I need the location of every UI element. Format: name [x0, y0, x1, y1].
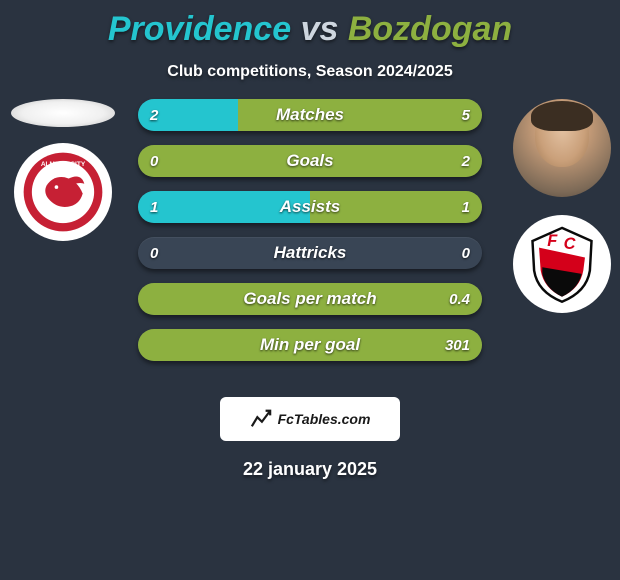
stat-fill-left [138, 191, 310, 223]
svg-text:ALMERE CITY: ALMERE CITY [41, 161, 86, 168]
brand-badge[interactable]: FcTables.com [220, 397, 400, 441]
stat-fill-right [310, 191, 482, 223]
subtitle: Club competitions, Season 2024/2025 [0, 63, 620, 81]
club-badge-right: F C [513, 215, 611, 313]
player-avatar-right [513, 99, 611, 197]
fc-utrecht-icon: F C [521, 223, 603, 305]
stat-fill-right [138, 283, 482, 315]
title-vs: vs [301, 10, 339, 48]
stat-value-right: 1 [462, 191, 470, 223]
page-title: Providence vs Bozdogan [0, 0, 620, 49]
stat-row: 25Matches [138, 99, 482, 131]
comparison-card: Providence vs Bozdogan Club competitions… [0, 0, 620, 580]
footer-date: 22 january 2025 [0, 459, 620, 480]
almere-city-icon: ALMERE CITY [22, 151, 104, 233]
svg-text:C: C [563, 235, 576, 253]
stat-row: 11Assists [138, 191, 482, 223]
left-column: ALMERE CITY [8, 99, 118, 241]
stat-label: Hattricks [138, 237, 482, 269]
club-badge-left: ALMERE CITY [14, 143, 112, 241]
stat-value-right: 0 [462, 237, 470, 269]
title-left: Providence [108, 10, 291, 48]
stat-value-right: 2 [462, 145, 470, 177]
stat-row: 0 0Hattricks [138, 237, 482, 269]
stat-value-left: 2 [150, 99, 158, 131]
stat-fill-right [138, 329, 482, 361]
stat-fill-right [138, 145, 482, 177]
stat-value-left: 1 [150, 191, 158, 223]
line-chart-icon [250, 408, 272, 430]
stat-value-right: 5 [462, 99, 470, 131]
stat-row: 02Goals [138, 145, 482, 177]
stat-value-left: 0 [150, 237, 158, 269]
stat-value-right: 0.4 [449, 283, 470, 315]
stat-fill-right [238, 99, 482, 131]
brand-text: FcTables.com [278, 411, 371, 427]
right-column: F C [509, 99, 614, 313]
stat-value-left: 0 [150, 145, 158, 177]
main-row: ALMERE CITY 25Matches02Goals11Assists00H… [0, 99, 620, 379]
stats-bars: 25Matches02Goals11Assists00Hattricks0.4G… [138, 99, 482, 361]
stat-value-right: 301 [445, 329, 470, 361]
title-right: Bozdogan [348, 10, 512, 48]
player-avatar-left [11, 99, 115, 127]
stat-row: 301Min per goal [138, 329, 482, 361]
stat-row: 0.4Goals per match [138, 283, 482, 315]
svg-text:F: F [547, 232, 558, 250]
